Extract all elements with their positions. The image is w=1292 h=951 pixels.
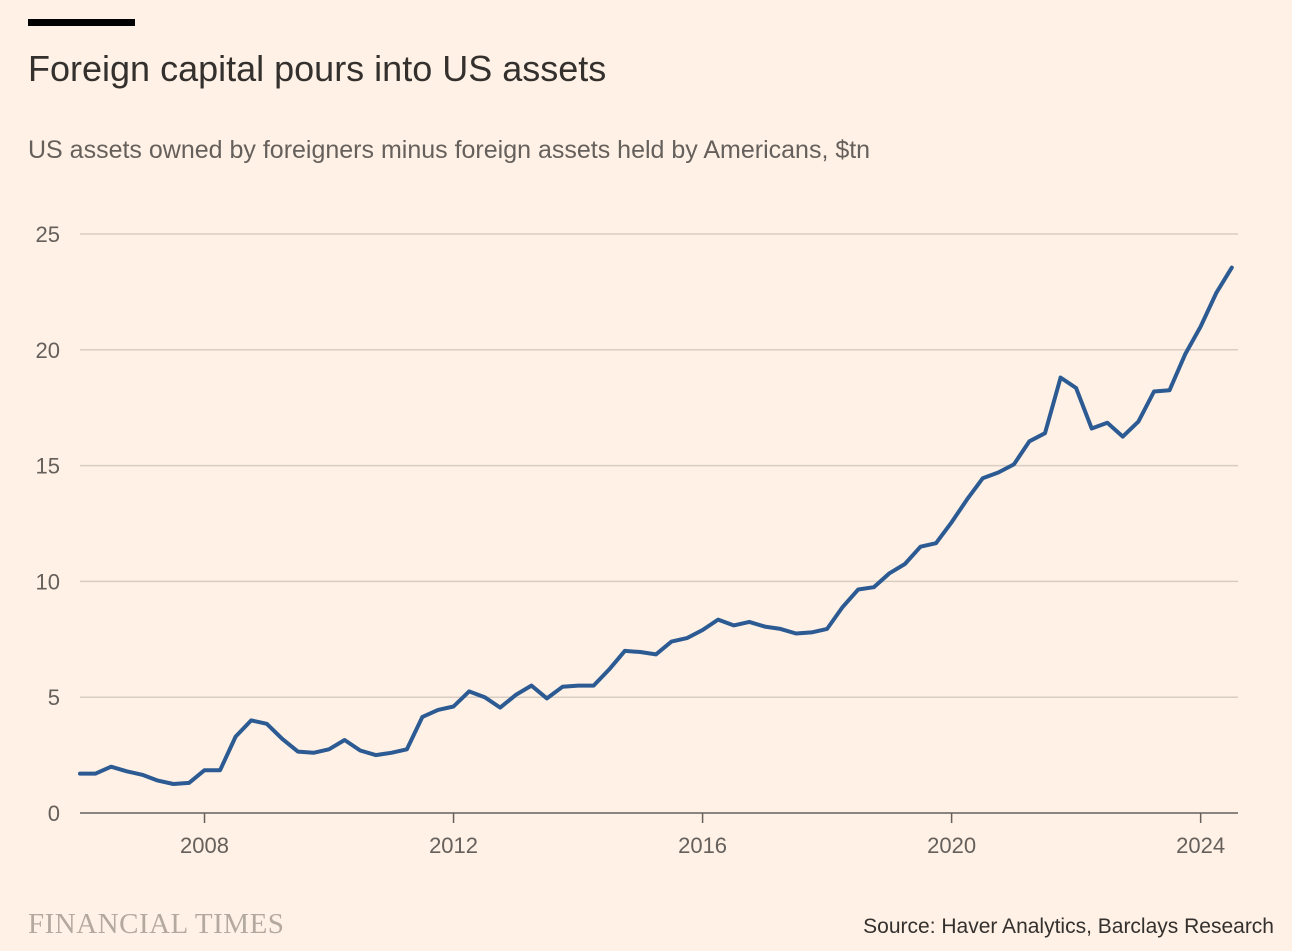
y-tick-label: 10 — [36, 569, 60, 594]
data-point — [733, 625, 734, 626]
series-line — [78, 265, 1234, 786]
gridlines — [80, 233, 1238, 698]
source-note: Source: Haver Analytics, Barclays Resear… — [863, 915, 1274, 938]
data-point — [360, 750, 361, 751]
data-point — [764, 626, 765, 627]
data-point — [1107, 422, 1108, 423]
data-point — [406, 749, 407, 750]
line-chart: 0 5 10 15 20 25 2008 2012 2016 2020 2024 — [36, 222, 1238, 858]
data-point — [687, 638, 688, 639]
data-point — [920, 546, 921, 547]
data-point — [111, 766, 112, 767]
data-point — [982, 478, 983, 479]
data-point — [282, 738, 283, 739]
data-point — [1216, 293, 1217, 294]
data-point — [811, 632, 812, 633]
data-point — [469, 691, 470, 692]
data-point — [126, 771, 127, 772]
data-point — [531, 685, 532, 686]
data-point — [640, 652, 641, 653]
data-point — [189, 782, 190, 783]
data-point — [375, 755, 376, 756]
data-point — [204, 770, 205, 771]
x-tick-label: 2020 — [927, 833, 976, 858]
series-0 — [78, 265, 1234, 786]
x-tick-label: 2012 — [429, 833, 478, 858]
data-point — [235, 736, 236, 737]
data-point — [297, 751, 298, 752]
data-point — [329, 749, 330, 750]
data-point — [313, 752, 314, 753]
x-axis — [80, 812, 1238, 823]
data-point — [1091, 428, 1092, 429]
y-tick-label: 20 — [36, 338, 60, 363]
ft-logo-text: FINANCIAL TIMES — [28, 908, 285, 940]
x-tick-label: 2016 — [678, 833, 727, 858]
data-point — [578, 685, 579, 686]
data-point — [873, 587, 874, 588]
data-point — [220, 770, 221, 771]
data-point — [1154, 391, 1155, 392]
data-point — [889, 573, 890, 574]
data-point — [1138, 421, 1139, 422]
data-point — [157, 780, 158, 781]
data-point — [500, 707, 501, 708]
data-point — [904, 564, 905, 565]
data-point — [251, 720, 252, 721]
data-point — [344, 740, 345, 741]
y-tick-label: 0 — [48, 801, 60, 826]
data-point — [80, 773, 81, 774]
data-point — [827, 628, 828, 629]
data-point — [391, 752, 392, 753]
x-tick-label: 2024 — [1176, 833, 1225, 858]
data-point — [562, 686, 563, 687]
x-axis-labels: 2008 2012 2016 2020 2024 — [180, 833, 1225, 858]
data-point — [142, 774, 143, 775]
data-point — [1200, 326, 1201, 327]
data-point — [438, 709, 439, 710]
data-point — [936, 543, 937, 544]
data-point — [671, 641, 672, 642]
y-tick-label: 25 — [36, 222, 60, 247]
data-point — [655, 654, 656, 655]
x-tick-label: 2008 — [180, 833, 229, 858]
data-point — [266, 723, 267, 724]
chart-subtitle: US assets owned by foreigners minus fore… — [28, 136, 871, 164]
data-point — [780, 628, 781, 629]
data-point — [484, 697, 485, 698]
data-point — [593, 685, 594, 686]
data-point — [858, 589, 859, 590]
series-layer — [78, 265, 1234, 786]
data-point — [1060, 377, 1061, 378]
y-tick-label: 15 — [36, 454, 60, 479]
data-point — [1076, 388, 1077, 389]
data-point — [842, 606, 843, 607]
data-point — [1013, 464, 1014, 465]
data-point — [546, 698, 547, 699]
data-point — [515, 694, 516, 695]
data-point — [1169, 390, 1170, 391]
data-point — [453, 706, 454, 707]
data-point — [749, 621, 750, 622]
data-point — [173, 784, 174, 785]
data-point — [998, 472, 999, 473]
data-point — [1029, 441, 1030, 442]
brand-bar — [28, 19, 135, 26]
data-point — [609, 669, 610, 670]
data-point — [1122, 436, 1123, 437]
data-point — [1185, 354, 1186, 355]
data-point — [422, 716, 423, 717]
data-point — [967, 499, 968, 500]
data-point — [624, 650, 625, 651]
data-point — [718, 619, 719, 620]
data-point — [95, 773, 96, 774]
y-tick-label: 5 — [48, 685, 60, 710]
chart-title: Foreign capital pours into US assets — [28, 48, 607, 89]
data-point — [796, 633, 797, 634]
data-point — [1231, 267, 1232, 268]
data-point — [702, 630, 703, 631]
data-point — [1045, 433, 1046, 434]
data-point — [951, 522, 952, 523]
y-axis-labels: 0 5 10 15 20 25 — [36, 222, 60, 826]
